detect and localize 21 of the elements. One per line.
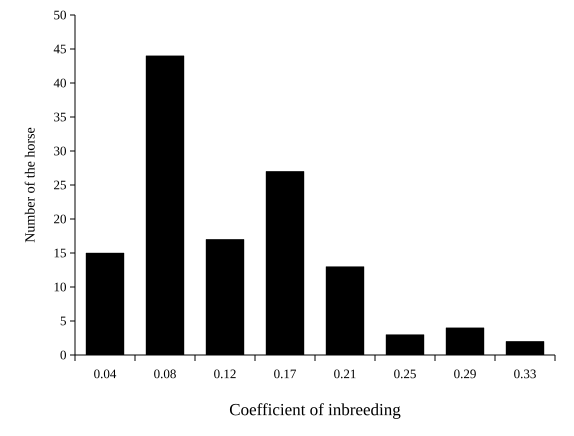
- y-tick-label: 10: [54, 282, 66, 292]
- x-tick-label: 0.08: [154, 370, 176, 378]
- x-tick-label: 0.21: [334, 370, 356, 378]
- y-tick-label: 50: [54, 10, 66, 20]
- x-tick-label: 0.12: [214, 370, 236, 378]
- y-tick-label: 0: [60, 350, 66, 360]
- x-tick-label: 0.33: [514, 370, 536, 378]
- x-axis-title: Coefficient of inbreeding: [230, 403, 400, 419]
- y-tick-label: 15: [54, 248, 66, 258]
- y-tick-label: 35: [54, 112, 66, 122]
- y-tick-label: 45: [54, 44, 66, 54]
- x-tick-label: 0.04: [94, 370, 116, 378]
- x-tick-label: 0.17: [274, 370, 296, 378]
- x-tick-label: 0.29: [454, 370, 476, 378]
- y-tick-label: 20: [54, 214, 66, 224]
- y-tick-label: 5: [60, 316, 66, 326]
- y-tick-label: 40: [54, 78, 66, 88]
- y-axis-title: Number of the horse: [24, 128, 35, 242]
- y-tick-label: 25: [54, 180, 66, 190]
- x-tick-label: 0.25: [394, 370, 416, 378]
- y-tick-label: 30: [54, 146, 66, 156]
